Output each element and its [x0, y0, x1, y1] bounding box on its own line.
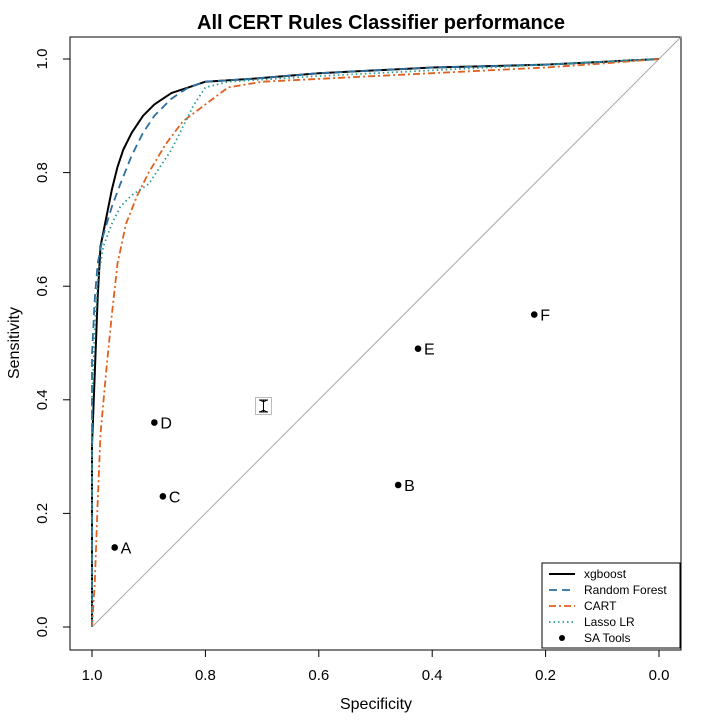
- x-tick-label: 0.4: [422, 667, 443, 684]
- points-layer: A B C D E F: [111, 308, 550, 557]
- sa-tool-label-b: B: [404, 478, 415, 495]
- x-tick-label: 0.0: [649, 667, 670, 684]
- legend-label: Random Forest: [584, 583, 667, 597]
- y-tick-label: 1.0: [34, 49, 51, 70]
- x-axis-title: Specificity: [340, 696, 412, 713]
- series-line-lasso-lr: [91, 58, 660, 627]
- sa-tool-label-f: F: [540, 308, 550, 325]
- y-tick-label: 0.0: [34, 617, 51, 638]
- legend-swatch: [559, 635, 565, 641]
- sa-tool-point-b: [394, 481, 402, 489]
- series-line-cart: [91, 58, 660, 628]
- sa-tool-point-f: [530, 311, 538, 318]
- y-tick-label: 0.8: [34, 162, 51, 183]
- series-line-random-forest: [91, 58, 660, 627]
- legend-label: SA Tools: [584, 631, 630, 645]
- y-tick-label: 0.6: [34, 276, 51, 297]
- x-tick-label: 0.8: [195, 667, 216, 684]
- legend-label: Lasso LR: [584, 615, 635, 629]
- sa-tool-point-a: [111, 544, 118, 551]
- sa-tool-label-e: E: [424, 342, 435, 359]
- axes-layer: 1.0 0.8 0.6 0.4 0.2 0.0 0.0 0.2 0.4 0.6 0.8 1.0: [34, 49, 669, 684]
- diagonal-layer: [91, 35, 683, 628]
- legend-label: xgboost: [584, 567, 627, 581]
- sa-tool-label-c: C: [169, 489, 181, 506]
- legend-label: CART: [584, 599, 617, 613]
- legend: xgboost Random Forest CART Lasso LR SA Tools: [541, 562, 681, 649]
- y-tick-label: 0.2: [34, 503, 51, 524]
- x-tick-label: 0.6: [308, 667, 329, 684]
- x-tick-label: 0.2: [535, 667, 556, 684]
- sa-tool-label-d: D: [160, 416, 172, 433]
- chart-title: All CERT Rules Classifier performance: [197, 12, 565, 34]
- sa-tool-point-d: [151, 419, 158, 426]
- diagonal-reference-line: [91, 35, 683, 628]
- sa-tool-point-c: [159, 493, 167, 500]
- sa-tool-point-e: [414, 345, 422, 352]
- x-tick-label: 1.0: [82, 667, 103, 684]
- series-layer: [91, 58, 660, 628]
- sa-tool-label-a: A: [121, 540, 132, 557]
- y-tick-label: 0.4: [34, 389, 51, 410]
- y-axis-title: Sensitivity: [6, 307, 23, 379]
